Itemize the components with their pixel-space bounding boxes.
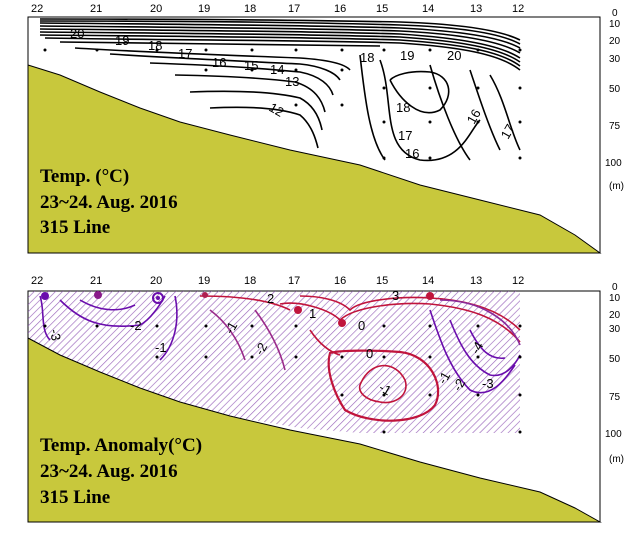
contour-label: 16 xyxy=(405,146,419,161)
depth-label: 50 xyxy=(609,354,621,365)
contour-label: 18 xyxy=(396,100,410,115)
station-label: 21 xyxy=(90,3,102,15)
contour-label: 2 xyxy=(267,291,274,306)
station-label: 18 xyxy=(244,3,256,15)
depth-label: 20 xyxy=(609,310,621,321)
depth-label: 0 xyxy=(612,8,618,19)
chart-subtitle: 23~24. Aug. 2016 xyxy=(40,192,178,213)
contour-label: -1 xyxy=(155,340,167,355)
depth-label: 30 xyxy=(609,54,621,65)
contour-label: 0 xyxy=(366,346,373,361)
chart-line: 315 Line xyxy=(40,487,110,508)
contour-label: -2 xyxy=(130,318,142,333)
contour-label: 18 xyxy=(360,50,374,65)
depth-unit: (m) xyxy=(609,181,624,192)
station-label: 16 xyxy=(334,3,346,15)
station-label: 12 xyxy=(512,3,524,15)
panel-temperature-anomaly: -3 -2 -1 -1 -2 2 1 0 3 0 -1 -1 -2 -3 -4 … xyxy=(27,275,624,523)
station-label: 15 xyxy=(376,275,388,287)
contour-label: -3 xyxy=(482,376,494,391)
contour-label: 17 xyxy=(398,128,412,143)
contour-label: 16 xyxy=(212,55,226,70)
depth-label: 100 xyxy=(605,158,622,169)
depth-label: 75 xyxy=(609,121,621,132)
depth-label: 20 xyxy=(609,36,621,47)
depth-label: 10 xyxy=(609,19,621,30)
station-label: 14 xyxy=(422,3,434,15)
sample-points xyxy=(43,324,522,434)
anomaly-contours xyxy=(39,295,521,422)
station-label: 18 xyxy=(244,275,256,287)
depth-label: 50 xyxy=(609,84,621,95)
station-axis: 22 21 20 19 18 17 16 15 14 13 12 xyxy=(31,3,524,15)
station-label: 13 xyxy=(470,275,482,287)
contour-label: 14 xyxy=(270,62,284,77)
station-label: 19 xyxy=(198,3,210,15)
station-label: 17 xyxy=(288,3,300,15)
station-label: 15 xyxy=(376,3,388,15)
station-label: 19 xyxy=(198,275,210,287)
contour-label: 12 xyxy=(267,100,287,120)
spot-markers xyxy=(41,291,434,327)
contour-label: 3 xyxy=(392,288,399,303)
depth-unit: (m) xyxy=(609,454,624,465)
contour-label: 18 xyxy=(148,38,162,53)
station-label: 21 xyxy=(90,275,102,287)
temperature-contours xyxy=(39,18,521,162)
depth-axis: 0 10 20 30 50 75 100 (m) xyxy=(605,8,624,192)
chart-line: 315 Line xyxy=(40,217,110,238)
station-label: 12 xyxy=(512,275,524,287)
depth-label: 10 xyxy=(609,293,621,304)
contour-label: 16 xyxy=(464,106,484,126)
contour-label: 19 xyxy=(115,33,129,48)
seabed xyxy=(27,64,602,254)
depth-axis: 0 10 20 30 50 75 100 (m) xyxy=(605,282,624,465)
station-label: 14 xyxy=(422,275,434,287)
contour-label: 15 xyxy=(244,58,258,73)
station-label: 20 xyxy=(150,3,162,15)
contour-label: -3 xyxy=(47,328,64,342)
station-label: 13 xyxy=(470,3,482,15)
station-axis: 22 21 20 19 18 17 16 15 14 13 12 xyxy=(31,275,524,287)
chart-title: Temp. (°C) xyxy=(40,166,129,187)
chart-subtitle: 23~24. Aug. 2016 xyxy=(40,461,178,482)
station-label: 22 xyxy=(31,275,43,287)
chart-title: Temp. Anomaly(°C) xyxy=(40,435,202,456)
depth-label: 75 xyxy=(609,392,621,403)
station-label: 20 xyxy=(150,275,162,287)
contour-label: 13 xyxy=(285,74,299,89)
depth-label: 30 xyxy=(609,324,621,335)
contour-label: 0 xyxy=(358,318,365,333)
station-label: 22 xyxy=(31,3,43,15)
contour-label: 20 xyxy=(70,26,84,41)
station-label: 16 xyxy=(334,275,346,287)
depth-label: 0 xyxy=(612,282,618,293)
panel-temperature: 20 19 18 17 16 15 14 13 12 18 16 17 16 1… xyxy=(27,3,624,254)
station-label: 17 xyxy=(288,275,300,287)
negative-anomaly-hatch xyxy=(28,291,520,433)
contour-label: 17 xyxy=(178,46,192,61)
contour-label: 17 xyxy=(498,121,518,141)
seabed xyxy=(27,337,602,523)
contour-label: 19 xyxy=(400,48,414,63)
sample-points xyxy=(43,48,522,160)
contour-label: 20 xyxy=(447,48,461,63)
contour-label: 1 xyxy=(309,306,316,321)
depth-label: 100 xyxy=(605,429,622,440)
